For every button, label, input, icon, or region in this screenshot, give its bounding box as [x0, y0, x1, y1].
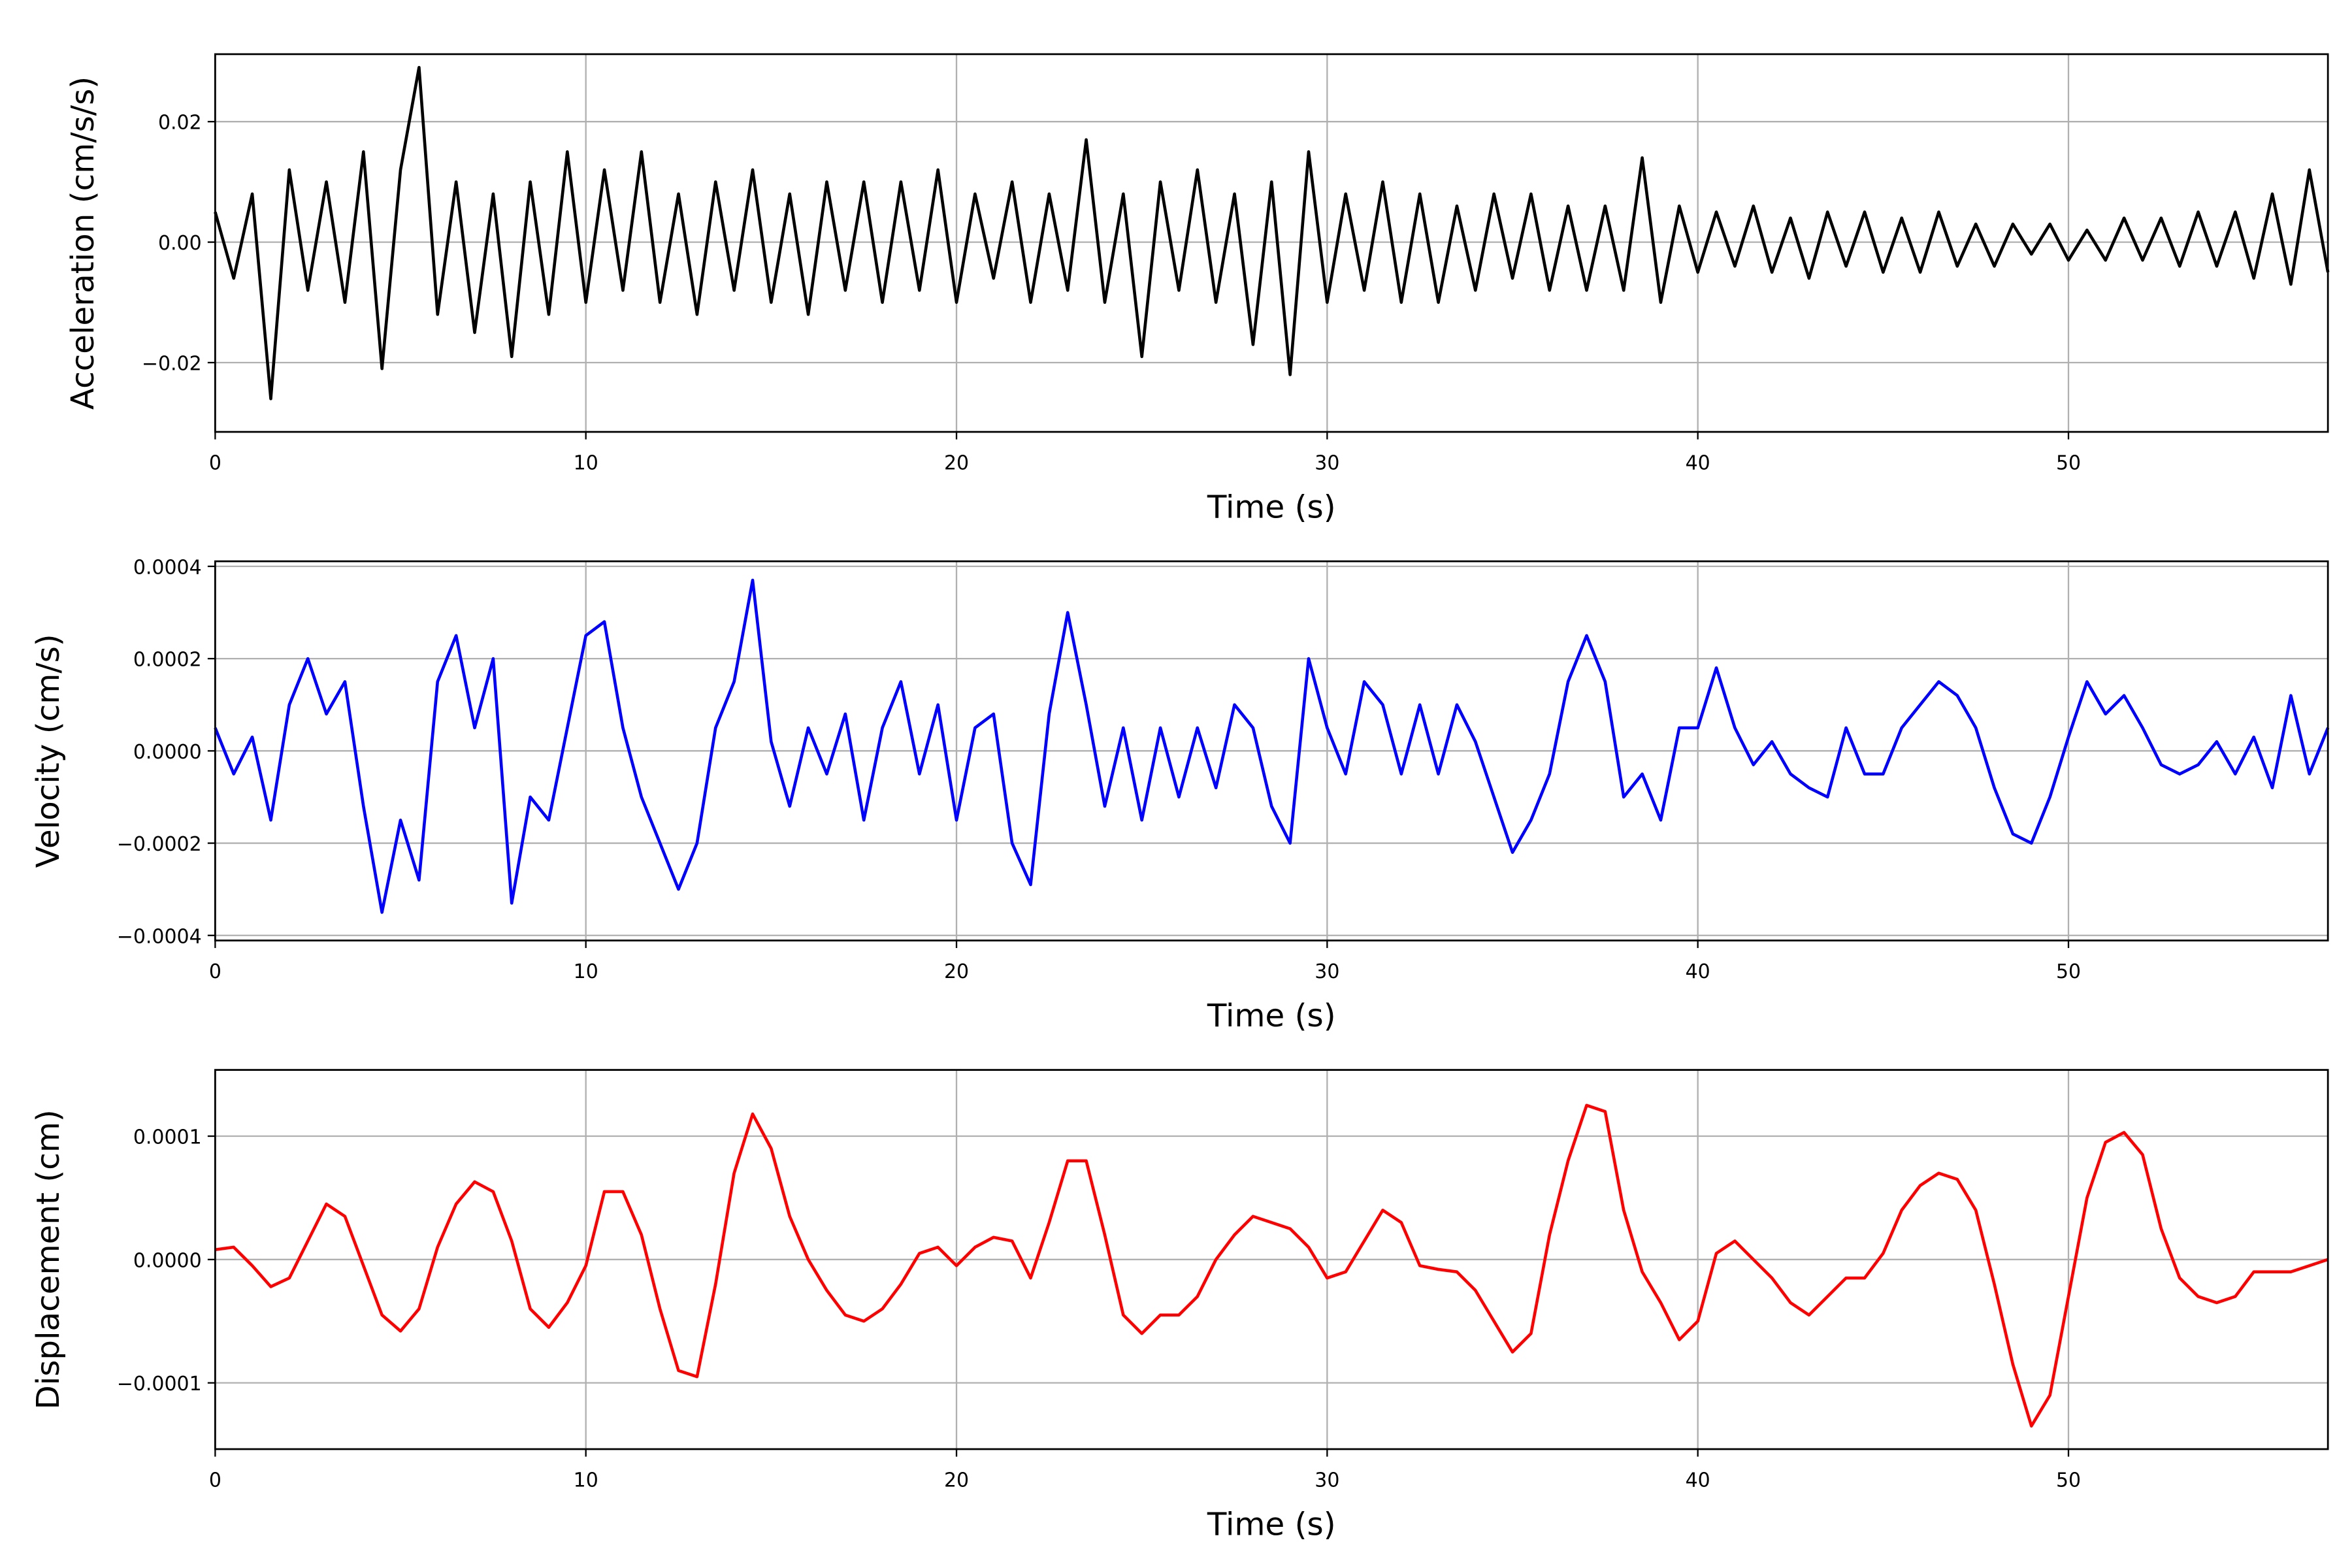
x-tick-label: 30: [1315, 1469, 1339, 1492]
y-tick-label: 0.0001: [133, 1126, 202, 1149]
x-tick-label: 10: [574, 960, 598, 983]
y-tick-label: 0.0002: [133, 649, 202, 672]
y-tick-label: 0.0000: [133, 741, 202, 764]
y-axis-label: Velocity (cm/s): [30, 634, 67, 868]
x-tick-label: 40: [1686, 960, 1710, 983]
x-tick-label: 10: [574, 452, 598, 475]
line-series: [214, 578, 2330, 914]
x-tick-label: 30: [1315, 960, 1339, 983]
y-tick-label: −0.0002: [117, 833, 202, 856]
y-tick-label: 0.0004: [133, 556, 202, 579]
axes-frame: [214, 560, 2329, 941]
x-tick-label: 40: [1686, 1469, 1710, 1492]
y-axis-label: Acceleration (cm/s/s): [65, 76, 101, 410]
x-tick-label: 20: [944, 960, 969, 983]
x-axis-label: Time (s): [1207, 1506, 1336, 1543]
x-tick-label: 0: [209, 452, 221, 475]
x-tick-label: 20: [944, 452, 969, 475]
x-tick-label: 0: [209, 960, 221, 983]
y-axis-label: Displacement (cm): [30, 1109, 67, 1409]
line-series: [215, 1103, 2328, 1428]
x-axis-label: Time (s): [1207, 998, 1336, 1034]
y-tick-label: −0.0001: [117, 1373, 202, 1396]
x-tick-label: 50: [2056, 1469, 2081, 1492]
y-tick-label: 0.0000: [133, 1249, 202, 1272]
x-tick-label: 30: [1315, 452, 1339, 475]
axes-frame: [214, 53, 2329, 433]
line-series: [214, 65, 2330, 400]
y-tick-label: −0.0004: [117, 925, 202, 948]
x-tick-label: 50: [2056, 960, 2081, 983]
y-tick-label: −0.02: [142, 353, 202, 376]
x-tick-label: 10: [574, 1469, 598, 1492]
x-tick-label: 0: [209, 1469, 221, 1492]
x-tick-label: 50: [2056, 452, 2081, 475]
y-tick-label: 0.02: [158, 112, 202, 135]
x-axis-label: Time (s): [1207, 489, 1336, 525]
axes-frame: [214, 1069, 2329, 1450]
y-tick-label: 0.00: [158, 232, 202, 255]
x-tick-label: 20: [944, 1469, 969, 1492]
x-tick-label: 40: [1686, 452, 1710, 475]
